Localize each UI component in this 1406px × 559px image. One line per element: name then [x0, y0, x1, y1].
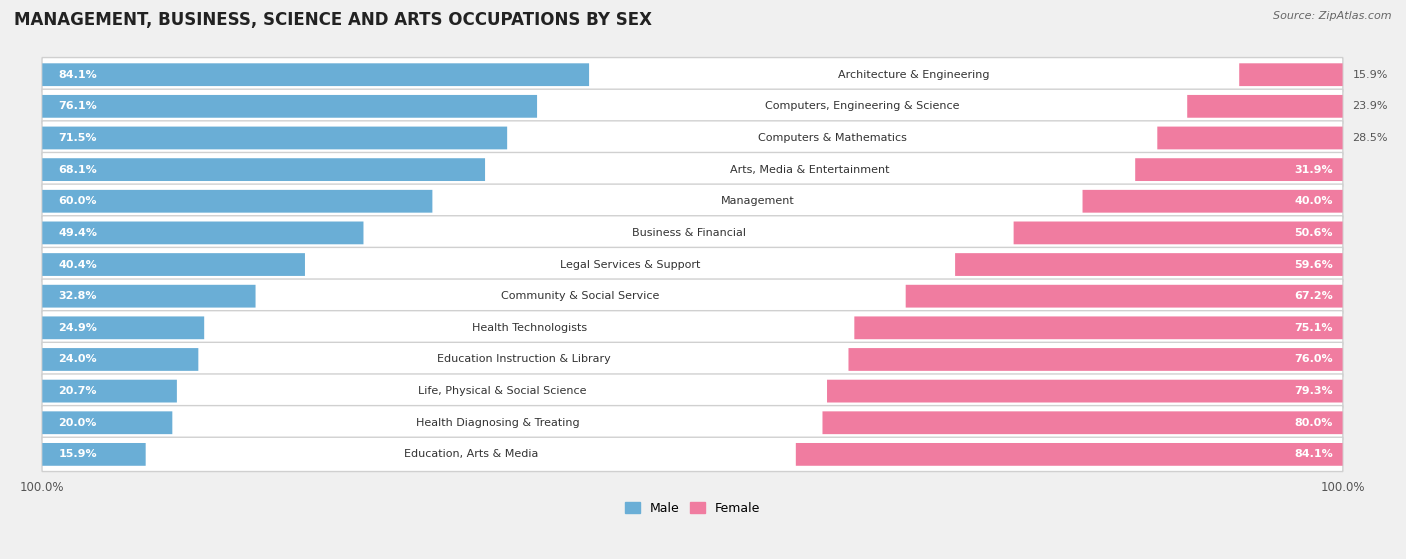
FancyBboxPatch shape: [848, 348, 1343, 371]
Text: 40.4%: 40.4%: [59, 259, 97, 269]
Text: 67.2%: 67.2%: [1294, 291, 1333, 301]
FancyBboxPatch shape: [42, 437, 1343, 472]
FancyBboxPatch shape: [796, 443, 1343, 466]
FancyBboxPatch shape: [1239, 63, 1343, 86]
FancyBboxPatch shape: [42, 248, 1343, 282]
Text: 84.1%: 84.1%: [59, 70, 97, 80]
Text: 28.5%: 28.5%: [1353, 133, 1388, 143]
FancyBboxPatch shape: [42, 411, 173, 434]
FancyBboxPatch shape: [42, 406, 1343, 440]
FancyBboxPatch shape: [42, 316, 204, 339]
Text: Management: Management: [721, 196, 794, 206]
Text: Community & Social Service: Community & Social Service: [502, 291, 659, 301]
Text: 76.1%: 76.1%: [59, 101, 97, 111]
FancyBboxPatch shape: [42, 184, 1343, 219]
FancyBboxPatch shape: [42, 221, 364, 244]
FancyBboxPatch shape: [42, 153, 1343, 187]
Text: 49.4%: 49.4%: [59, 228, 97, 238]
FancyBboxPatch shape: [42, 311, 1343, 345]
Text: 71.5%: 71.5%: [59, 133, 97, 143]
Text: 60.0%: 60.0%: [59, 196, 97, 206]
FancyBboxPatch shape: [42, 58, 1343, 92]
Text: 59.6%: 59.6%: [1294, 259, 1333, 269]
Text: 76.0%: 76.0%: [1294, 354, 1333, 364]
Text: 68.1%: 68.1%: [59, 164, 97, 174]
FancyBboxPatch shape: [42, 348, 198, 371]
Text: Architecture & Engineering: Architecture & Engineering: [838, 70, 990, 80]
Text: 23.9%: 23.9%: [1353, 101, 1388, 111]
Text: Business & Financial: Business & Financial: [631, 228, 745, 238]
FancyBboxPatch shape: [42, 285, 256, 307]
FancyBboxPatch shape: [42, 190, 433, 212]
Text: 20.0%: 20.0%: [59, 418, 97, 428]
Text: 40.0%: 40.0%: [1295, 196, 1333, 206]
FancyBboxPatch shape: [42, 279, 1343, 314]
FancyBboxPatch shape: [42, 374, 1343, 408]
FancyBboxPatch shape: [855, 316, 1343, 339]
Text: Source: ZipAtlas.com: Source: ZipAtlas.com: [1274, 11, 1392, 21]
Text: Health Technologists: Health Technologists: [471, 323, 586, 333]
FancyBboxPatch shape: [1014, 221, 1343, 244]
FancyBboxPatch shape: [42, 253, 305, 276]
FancyBboxPatch shape: [42, 158, 485, 181]
Text: 84.1%: 84.1%: [1294, 449, 1333, 459]
Text: 24.9%: 24.9%: [59, 323, 97, 333]
FancyBboxPatch shape: [42, 126, 508, 149]
Text: 15.9%: 15.9%: [1353, 70, 1388, 80]
Text: 20.7%: 20.7%: [59, 386, 97, 396]
FancyBboxPatch shape: [42, 121, 1343, 155]
Legend: Male, Female: Male, Female: [624, 502, 761, 515]
Text: 31.9%: 31.9%: [1294, 164, 1333, 174]
Text: Arts, Media & Entertainment: Arts, Media & Entertainment: [730, 164, 890, 174]
Text: 24.0%: 24.0%: [59, 354, 97, 364]
FancyBboxPatch shape: [1157, 126, 1343, 149]
FancyBboxPatch shape: [42, 443, 146, 466]
Text: 32.8%: 32.8%: [59, 291, 97, 301]
Text: 80.0%: 80.0%: [1295, 418, 1333, 428]
FancyBboxPatch shape: [1187, 95, 1343, 118]
FancyBboxPatch shape: [42, 95, 537, 118]
Text: 50.6%: 50.6%: [1295, 228, 1333, 238]
FancyBboxPatch shape: [1083, 190, 1343, 212]
Text: 15.9%: 15.9%: [59, 449, 97, 459]
Text: MANAGEMENT, BUSINESS, SCIENCE AND ARTS OCCUPATIONS BY SEX: MANAGEMENT, BUSINESS, SCIENCE AND ARTS O…: [14, 11, 652, 29]
FancyBboxPatch shape: [42, 216, 1343, 250]
FancyBboxPatch shape: [955, 253, 1343, 276]
FancyBboxPatch shape: [823, 411, 1343, 434]
Text: Legal Services & Support: Legal Services & Support: [560, 259, 700, 269]
Text: Education, Arts & Media: Education, Arts & Media: [404, 449, 538, 459]
FancyBboxPatch shape: [42, 342, 1343, 377]
FancyBboxPatch shape: [827, 380, 1343, 402]
Text: Education Instruction & Library: Education Instruction & Library: [436, 354, 610, 364]
FancyBboxPatch shape: [1135, 158, 1343, 181]
Text: Computers, Engineering & Science: Computers, Engineering & Science: [765, 101, 959, 111]
Text: 79.3%: 79.3%: [1294, 386, 1333, 396]
Text: Computers & Mathematics: Computers & Mathematics: [758, 133, 907, 143]
FancyBboxPatch shape: [905, 285, 1343, 307]
FancyBboxPatch shape: [42, 380, 177, 402]
FancyBboxPatch shape: [42, 63, 589, 86]
Text: 75.1%: 75.1%: [1295, 323, 1333, 333]
FancyBboxPatch shape: [42, 89, 1343, 124]
Text: Health Diagnosing & Treating: Health Diagnosing & Treating: [416, 418, 579, 428]
Text: Life, Physical & Social Science: Life, Physical & Social Science: [418, 386, 586, 396]
